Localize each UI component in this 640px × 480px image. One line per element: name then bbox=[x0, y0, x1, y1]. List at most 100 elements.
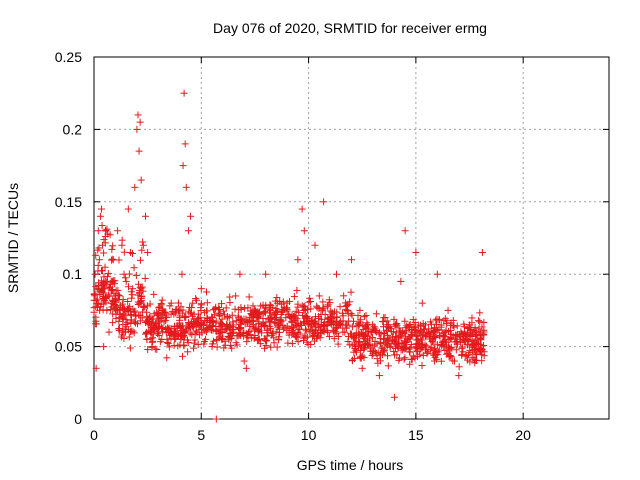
data-point bbox=[124, 283, 132, 291]
data-point bbox=[114, 227, 122, 235]
data-point bbox=[94, 261, 102, 269]
data-point bbox=[166, 302, 174, 310]
data-point bbox=[173, 332, 181, 340]
data-point bbox=[254, 312, 262, 320]
data-point bbox=[185, 308, 193, 316]
data-point bbox=[131, 307, 139, 315]
data-point bbox=[158, 324, 166, 332]
data-point bbox=[130, 329, 138, 337]
data-point bbox=[173, 324, 181, 332]
data-point bbox=[453, 340, 461, 348]
data-point bbox=[208, 314, 216, 322]
data-point bbox=[430, 346, 438, 354]
data-point bbox=[400, 342, 408, 350]
data-point bbox=[138, 314, 146, 322]
data-point bbox=[362, 325, 370, 333]
data-point bbox=[154, 311, 162, 319]
data-point bbox=[134, 280, 142, 288]
data-point bbox=[132, 271, 140, 279]
data-point bbox=[293, 286, 301, 294]
data-point bbox=[347, 310, 355, 318]
data-point bbox=[340, 292, 348, 300]
data-point bbox=[311, 317, 319, 325]
data-point bbox=[110, 297, 118, 305]
data-point bbox=[476, 347, 484, 355]
data-point bbox=[465, 351, 473, 359]
data-point bbox=[480, 330, 488, 338]
data-point bbox=[302, 327, 310, 335]
data-point bbox=[180, 342, 188, 350]
data-point bbox=[195, 331, 203, 339]
data-point bbox=[127, 327, 135, 335]
data-point bbox=[346, 341, 354, 349]
data-point bbox=[178, 270, 186, 278]
data-point bbox=[405, 348, 413, 356]
data-point bbox=[100, 273, 108, 281]
data-point bbox=[480, 319, 488, 327]
data-point bbox=[399, 346, 407, 354]
data-point bbox=[351, 340, 359, 348]
data-point bbox=[137, 176, 145, 184]
data-point bbox=[212, 327, 220, 335]
data-point bbox=[433, 270, 441, 278]
data-point bbox=[116, 311, 124, 319]
data-point bbox=[189, 344, 197, 352]
data-point bbox=[286, 312, 294, 320]
data-point bbox=[412, 344, 420, 352]
data-point bbox=[246, 318, 254, 326]
data-point bbox=[103, 225, 111, 233]
data-point bbox=[164, 328, 172, 336]
data-point bbox=[264, 326, 272, 334]
data-point bbox=[95, 244, 103, 252]
data-point bbox=[453, 330, 461, 338]
data-point bbox=[142, 319, 150, 327]
data-point bbox=[423, 349, 431, 357]
data-point bbox=[248, 334, 256, 342]
data-point bbox=[373, 355, 381, 363]
data-point bbox=[461, 352, 469, 360]
data-point bbox=[357, 353, 365, 361]
data-point bbox=[100, 236, 108, 244]
data-point bbox=[120, 248, 128, 256]
data-point bbox=[261, 321, 269, 329]
data-point bbox=[163, 354, 171, 362]
data-point bbox=[149, 321, 157, 329]
data-point bbox=[321, 325, 329, 333]
data-point bbox=[288, 318, 296, 326]
data-point bbox=[324, 301, 332, 309]
data-point bbox=[240, 332, 248, 340]
data-point bbox=[145, 327, 153, 335]
data-point bbox=[458, 343, 466, 351]
data-point bbox=[191, 330, 199, 338]
data-point bbox=[166, 331, 174, 339]
data-point bbox=[101, 263, 109, 271]
data-point bbox=[197, 307, 205, 315]
x-tick-label: 15 bbox=[408, 427, 424, 443]
data-point bbox=[441, 333, 449, 341]
data-point bbox=[413, 347, 421, 355]
data-point bbox=[139, 241, 147, 249]
data-point bbox=[350, 334, 358, 342]
data-point bbox=[124, 306, 132, 314]
data-point bbox=[251, 308, 259, 316]
data-point bbox=[269, 329, 277, 337]
data-point bbox=[90, 308, 98, 316]
data-point bbox=[134, 111, 142, 119]
data-point bbox=[384, 352, 392, 360]
data-point bbox=[204, 324, 212, 332]
data-point bbox=[311, 337, 319, 345]
data-point bbox=[368, 321, 376, 329]
data-point bbox=[338, 309, 346, 317]
data-point bbox=[433, 320, 441, 328]
data-point bbox=[100, 343, 108, 351]
data-point bbox=[238, 317, 246, 325]
data-point bbox=[290, 293, 298, 301]
data-point bbox=[426, 332, 434, 340]
data-point bbox=[100, 282, 108, 290]
data-point bbox=[348, 311, 356, 319]
data-point bbox=[276, 329, 284, 337]
data-point bbox=[371, 342, 379, 350]
data-point bbox=[288, 340, 296, 348]
data-point bbox=[408, 326, 416, 334]
data-point bbox=[419, 341, 427, 349]
